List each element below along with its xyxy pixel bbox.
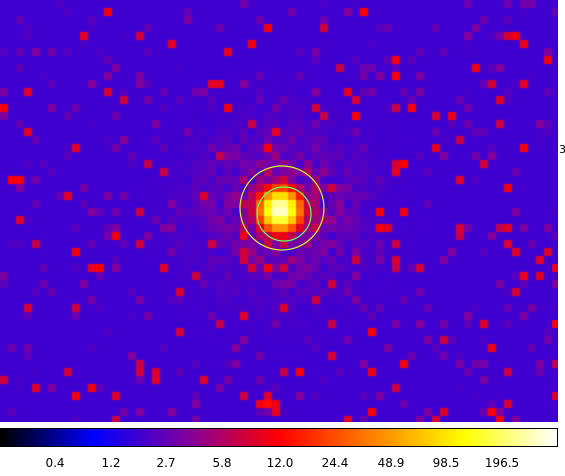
truncated-edge-label: 3 [559,143,565,156]
colorbar-tick-label: 12.0 [266,456,294,470]
colorbar-tick-label: 0.4 [45,456,65,470]
colorbar-tick-label: 48.9 [377,456,405,470]
colorbar [0,428,558,447]
colorbar-tick-label: 5.8 [212,456,232,470]
colorbar-tick-label: 24.4 [321,456,349,470]
sky-image-panel[interactable] [0,0,558,422]
colorbar-tick-labels: 0.4 1.2 2.7 5.8 12.0 24.4 48.9 98.5 196.5 [0,447,558,476]
colorbar-tick-label: 1.2 [101,456,121,470]
colorbar-tick-label: 2.7 [156,456,176,470]
binned-count-image[interactable] [0,0,558,422]
colorbar-tick-label: 196.5 [484,456,520,470]
colorbar-tick-label: 98.5 [432,456,460,470]
